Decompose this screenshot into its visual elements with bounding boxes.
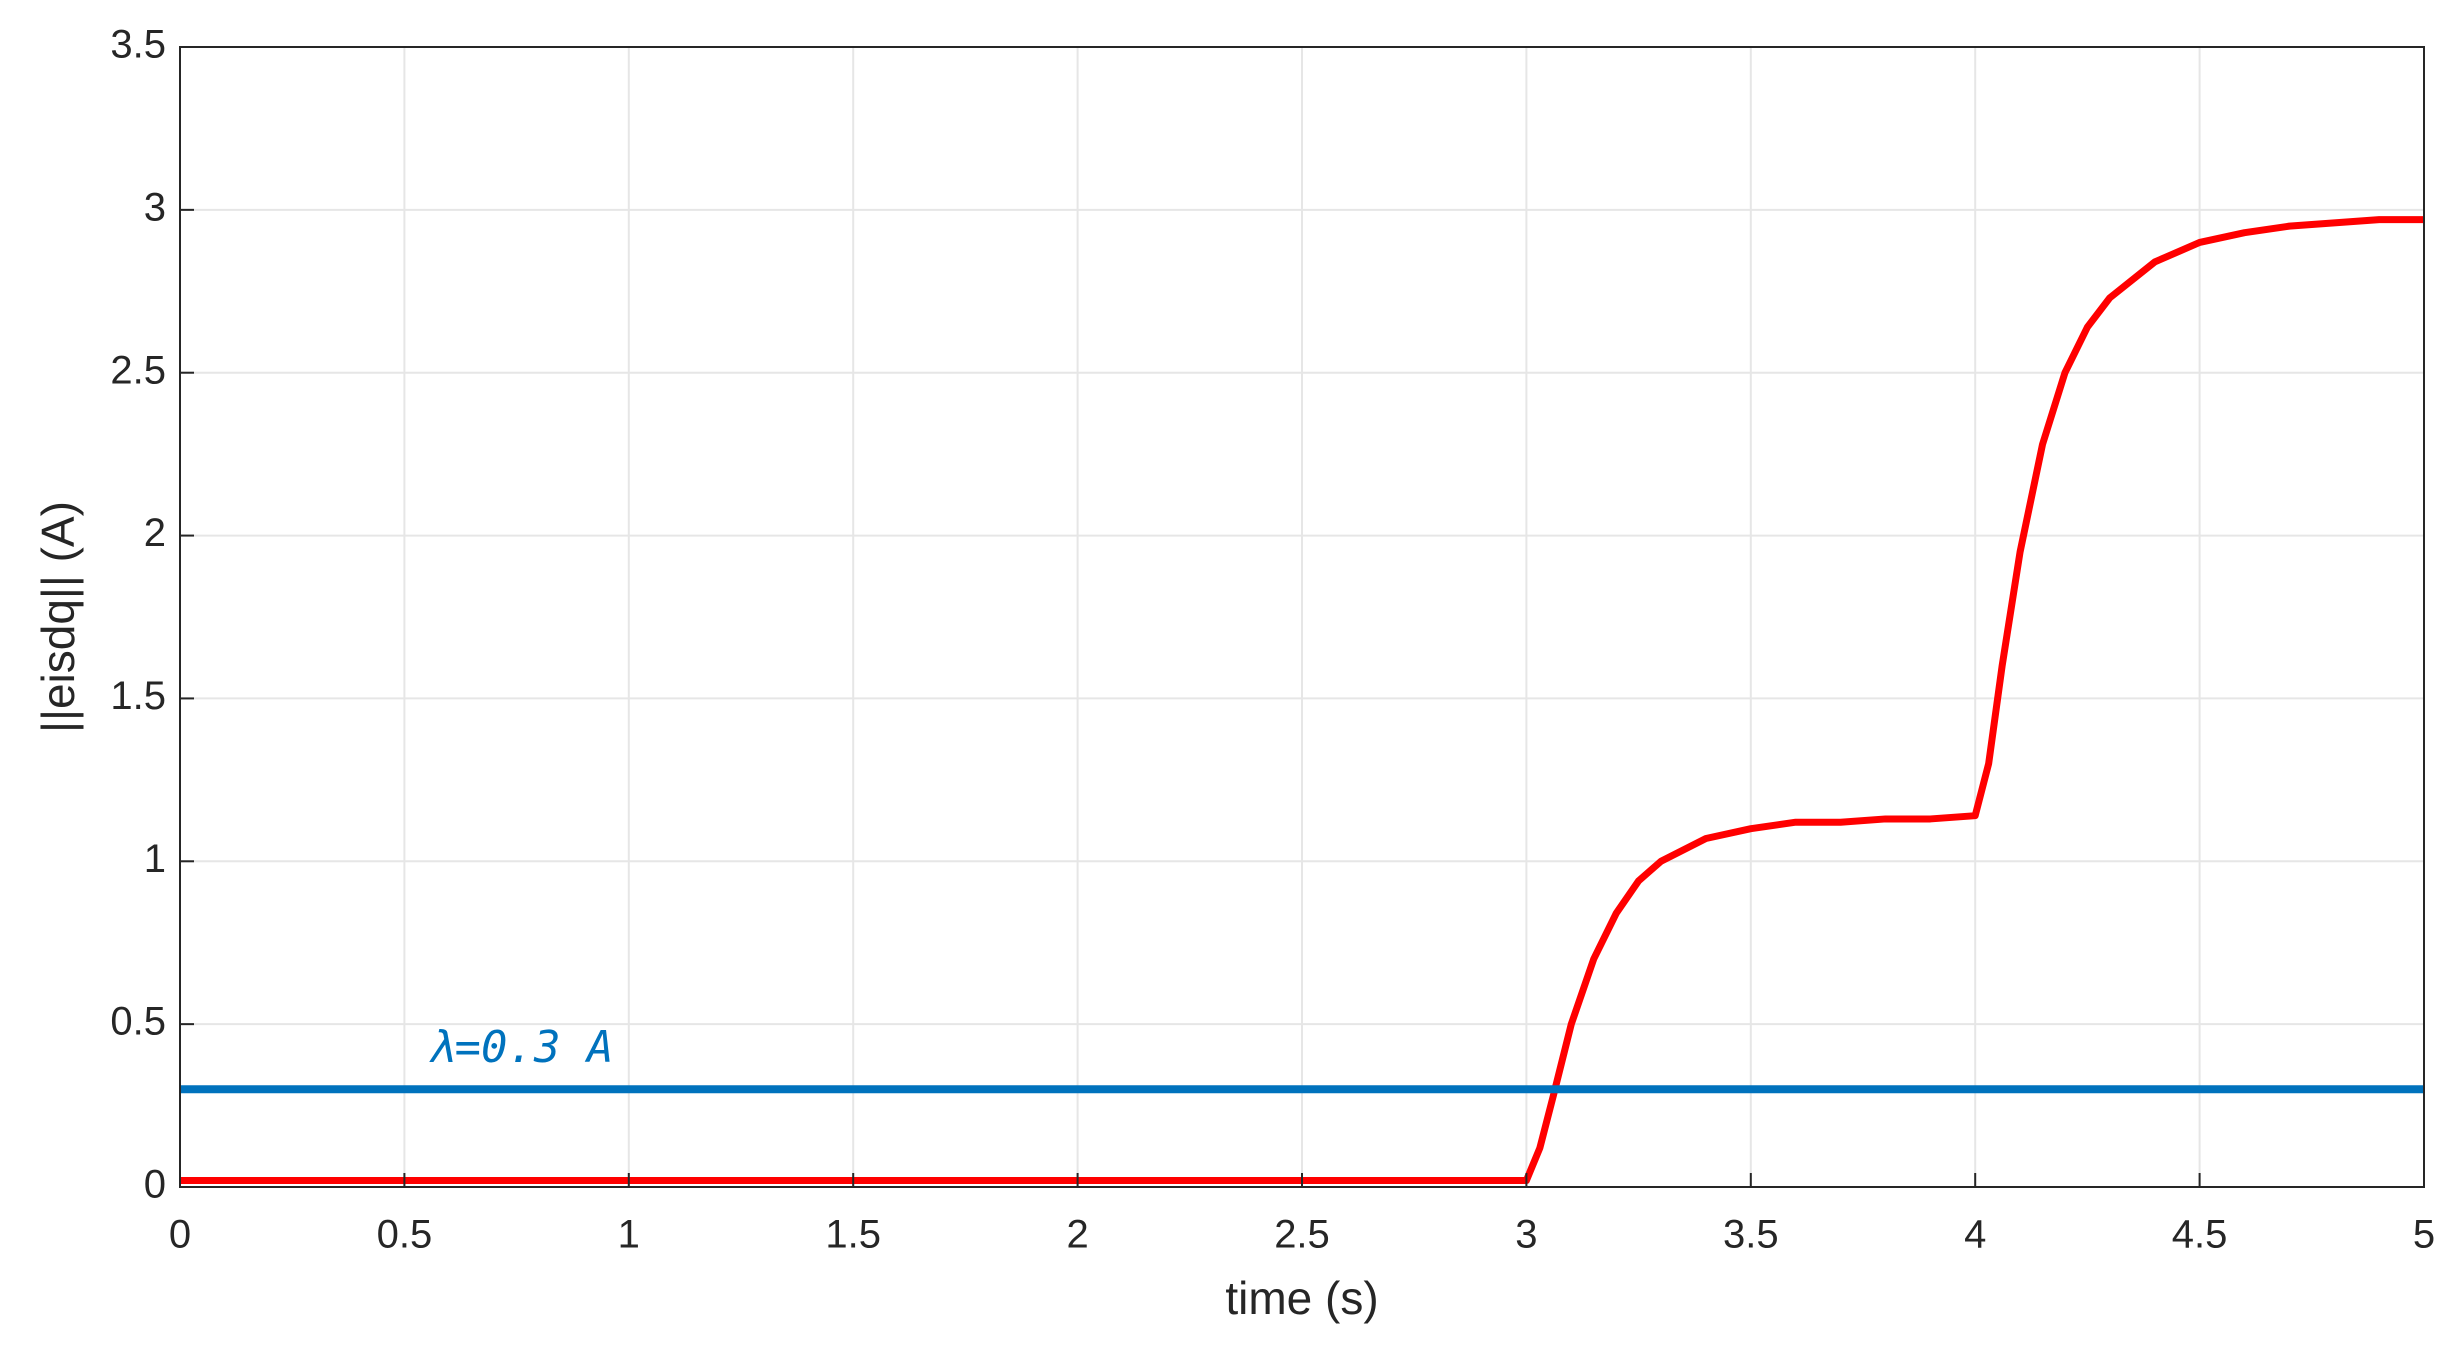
x-tick-label: 5 — [2413, 1213, 2435, 1257]
x-tick-label: 4 — [1964, 1213, 1986, 1257]
annotation: λ=0.3 A — [428, 1022, 613, 1073]
x-tick-label: 0.5 — [377, 1213, 433, 1257]
series-line — [180, 216, 2424, 1184]
x-tick-label: 4.5 — [2172, 1213, 2228, 1257]
y-tick-label: 2.5 — [110, 348, 166, 392]
y-tick-label: 0 — [144, 1163, 166, 1207]
y-tick-label: 3.5 — [110, 23, 166, 67]
y-tick-label: 1.5 — [110, 674, 166, 718]
y-tick-label: 1 — [144, 837, 166, 881]
x-tick-label: 0 — [169, 1213, 191, 1257]
y-tick-label: 3 — [144, 185, 166, 229]
x-tick-label: 1.5 — [825, 1213, 881, 1257]
plot — [180, 216, 2424, 1184]
x-axis-label: time (s) — [1225, 1272, 1378, 1324]
x-tick-label: 3.5 — [1723, 1213, 1779, 1257]
x-tick-label: 1 — [618, 1213, 640, 1257]
y-axis-label: ||eisdq|| (A) — [32, 501, 84, 733]
x-tick-label: 3 — [1515, 1213, 1537, 1257]
x-tick-label: 2 — [1066, 1213, 1088, 1257]
y-tick-label: 0.5 — [110, 1000, 166, 1044]
x-tick-label: 2.5 — [1274, 1213, 1330, 1257]
y-tick-label: 2 — [144, 511, 166, 555]
